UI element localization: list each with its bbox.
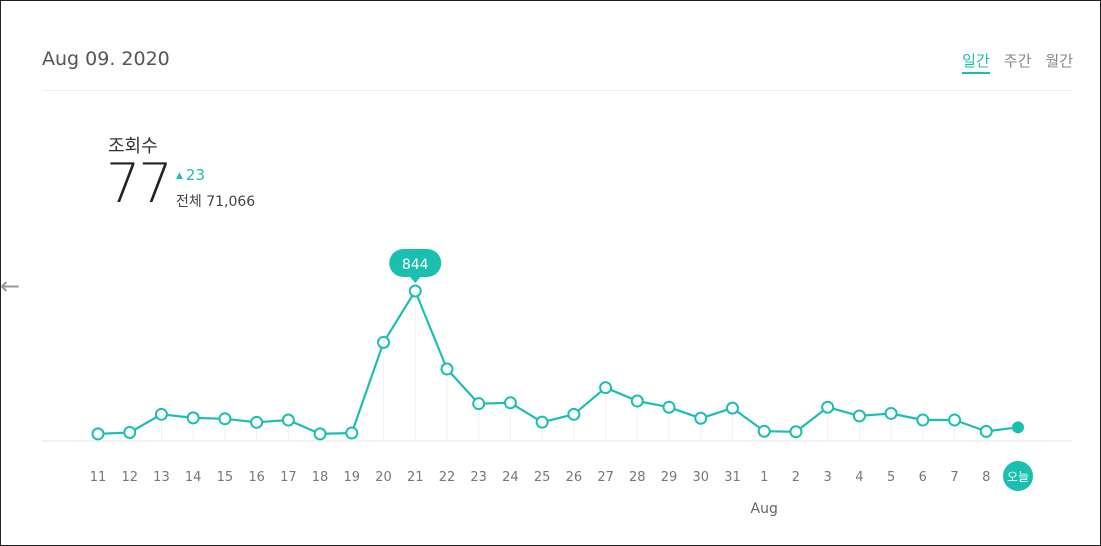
x-tick-label: 17 (280, 470, 297, 485)
data-point (281, 413, 295, 427)
metric-total: 전체 71,066 (176, 194, 256, 210)
date-label: Aug 09. 2020 (42, 48, 170, 70)
left-arrow-icon[interactable]: ← (0, 272, 21, 300)
data-point (757, 424, 771, 438)
x-tick-label: 6 (919, 470, 927, 485)
tab-weekly[interactable]: 주간 (1003, 52, 1032, 70)
x-tick-label: 3 (824, 470, 832, 485)
x-tick-label: 11 (90, 470, 107, 485)
metric-value: 77 (106, 152, 173, 215)
x-tick-label: 28 (629, 470, 646, 485)
data-point (250, 415, 264, 429)
data-point (313, 427, 327, 441)
data-point (662, 400, 676, 414)
data-point (503, 396, 517, 410)
data-point (154, 407, 168, 421)
data-point (979, 424, 993, 438)
data-point (91, 427, 105, 441)
x-tick-label: 21 (407, 470, 424, 485)
period-tabs: 일간 주간 월간 (962, 50, 1073, 74)
x-tick-label: 15 (217, 470, 234, 485)
metric-label: 조회수 (108, 136, 158, 157)
data-point (725, 401, 739, 415)
data-point (948, 413, 962, 427)
x-tick-label: 오늘 (1007, 470, 1029, 484)
x-tick-label: 12 (121, 470, 138, 485)
x-tick-label: 23 (470, 470, 487, 485)
data-point (567, 407, 581, 421)
data-point-today (1012, 421, 1024, 434)
x-tick-label: 8 (982, 470, 990, 485)
x-tick-label: 14 (185, 470, 202, 485)
data-point (440, 362, 454, 376)
x-tick-label: 19 (344, 470, 361, 485)
series-line (97, 289, 1019, 435)
data-point (852, 409, 866, 423)
up-triangle-icon: ▲ (176, 170, 183, 181)
data-point (599, 381, 613, 395)
metric-delta: ▲ 23 (176, 166, 205, 184)
data-point (884, 406, 898, 420)
x-tick-label: 2 (792, 470, 800, 485)
x-tick-label: 13 (153, 470, 170, 485)
data-point (916, 413, 930, 427)
data-point (472, 397, 486, 411)
x-tick-label: 7 (950, 470, 958, 485)
tooltip-pointer (409, 276, 422, 283)
data-point (630, 394, 644, 408)
x-tick-label: 22 (439, 470, 456, 485)
x-tick-label: 24 (502, 470, 519, 485)
data-point (218, 412, 232, 426)
x-tick-label: 31 (724, 470, 741, 485)
month-label: Aug (751, 501, 778, 517)
x-tick-label: 20 (375, 470, 392, 485)
tab-daily[interactable]: 일간 (962, 50, 990, 74)
today-badge (1003, 461, 1033, 491)
data-point (694, 411, 708, 425)
data-point (789, 425, 803, 439)
data-point (345, 426, 359, 440)
tab-monthly[interactable]: 월간 (1045, 52, 1073, 70)
x-tick-label: 16 (248, 470, 265, 485)
data-point (535, 415, 549, 429)
x-tick-label: 5 (887, 470, 895, 485)
header-divider (42, 90, 1073, 91)
data-point (186, 411, 200, 425)
data-point (123, 425, 137, 439)
x-tick-label: 18 (312, 470, 329, 485)
delta-value: 23 (185, 166, 206, 184)
x-tick-label: 30 (692, 470, 709, 485)
x-tick-label: 25 (534, 470, 551, 485)
data-point (408, 284, 422, 298)
x-tick-label: 1 (760, 470, 768, 485)
x-tick-label: 4 (855, 470, 863, 485)
x-tick-label: 26 (566, 470, 583, 485)
x-tick-label: 27 (597, 470, 614, 485)
tooltip-bubble (389, 249, 442, 277)
x-tick-label: 29 (661, 470, 678, 485)
data-point (377, 335, 391, 349)
data-point (821, 400, 835, 414)
tooltip-label: 844 (402, 257, 429, 273)
